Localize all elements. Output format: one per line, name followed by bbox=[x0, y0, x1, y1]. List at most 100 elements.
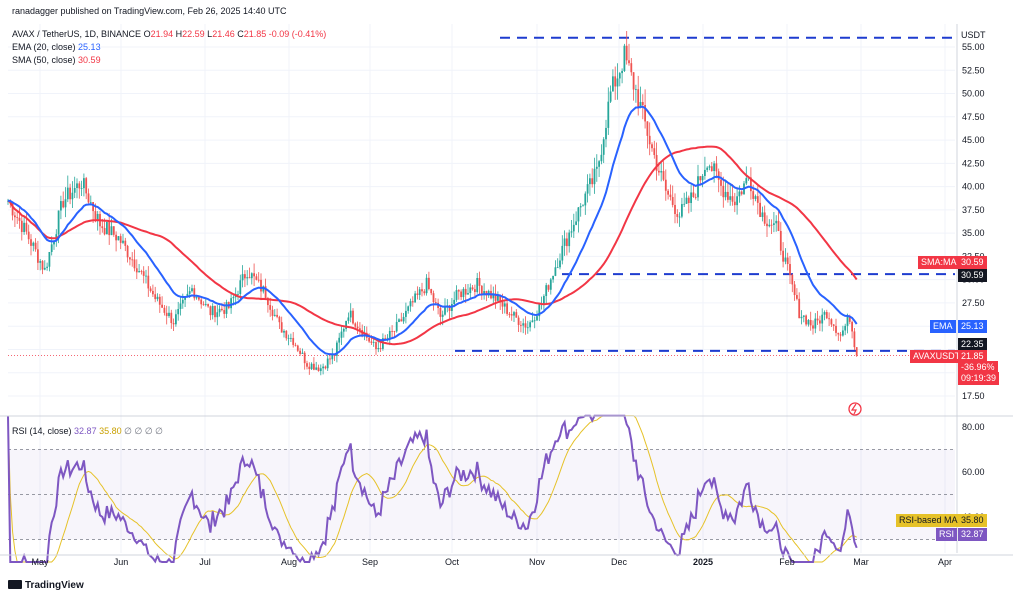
candle-body bbox=[370, 341, 373, 343]
candle-body bbox=[71, 192, 74, 200]
candle-body bbox=[710, 166, 713, 171]
candle-body bbox=[405, 310, 407, 317]
candle-body bbox=[536, 316, 538, 321]
candle-body bbox=[510, 314, 513, 316]
candle-body bbox=[87, 193, 90, 203]
candle-body bbox=[561, 245, 564, 261]
candle-body bbox=[485, 291, 488, 296]
candle-body bbox=[848, 316, 851, 322]
candle-body bbox=[635, 89, 637, 91]
candle-body bbox=[216, 312, 219, 318]
candle-body bbox=[591, 178, 594, 185]
candle-body bbox=[786, 257, 789, 265]
candle-body bbox=[39, 261, 42, 263]
ohlc-open: 21.94 bbox=[150, 29, 174, 39]
candle-body bbox=[549, 279, 552, 290]
candle-body bbox=[844, 325, 847, 331]
candle-body bbox=[708, 166, 711, 168]
candle-body bbox=[140, 271, 143, 272]
candle-body bbox=[471, 287, 474, 290]
candle-body bbox=[690, 192, 692, 204]
candle-body bbox=[352, 310, 354, 324]
candle-body bbox=[687, 197, 690, 204]
candle-body bbox=[474, 289, 476, 293]
flash-icon bbox=[848, 402, 862, 416]
candle-body bbox=[464, 288, 467, 295]
candle-body bbox=[48, 251, 51, 267]
currency-label[interactable]: USDT bbox=[958, 29, 989, 42]
candle-body bbox=[768, 224, 771, 227]
candle-body bbox=[793, 284, 796, 296]
candle-body bbox=[386, 337, 389, 339]
candle-body bbox=[280, 322, 283, 333]
candle-body bbox=[271, 309, 274, 316]
rsi-legend-extra: ∅ ∅ ∅ ∅ bbox=[124, 426, 164, 436]
candle-body bbox=[756, 196, 759, 203]
candle-body bbox=[538, 303, 541, 317]
candle-body bbox=[713, 163, 715, 171]
candle-body bbox=[704, 169, 706, 176]
candle-body bbox=[154, 294, 157, 300]
candle-body bbox=[326, 358, 329, 369]
candle-body bbox=[678, 216, 681, 218]
candle-body bbox=[586, 184, 589, 194]
price-tick-label: 27.50 bbox=[962, 298, 985, 308]
candle-body bbox=[411, 301, 414, 303]
candle-body bbox=[283, 330, 285, 333]
candle-body bbox=[391, 330, 393, 332]
candle-body bbox=[605, 127, 607, 140]
candle-body bbox=[221, 308, 223, 311]
price-tag-change: -36.96% bbox=[958, 361, 998, 374]
sma-legend[interactable]: SMA (50, close) 30.59 bbox=[12, 55, 101, 65]
candle-body bbox=[124, 240, 127, 246]
candle-body bbox=[244, 274, 246, 279]
candle-body bbox=[568, 232, 571, 247]
candle-body bbox=[195, 297, 198, 299]
candle-body bbox=[306, 363, 308, 367]
ohlc-close-label: C bbox=[237, 29, 244, 39]
candle-body bbox=[729, 196, 732, 200]
candle-body bbox=[731, 196, 734, 202]
candle-body bbox=[110, 226, 113, 236]
candle-body bbox=[738, 191, 741, 197]
symbol-legend[interactable]: AVAX / TetherUS, 1D, BINANCE O21.94 H22.… bbox=[12, 29, 326, 39]
candle-body bbox=[292, 337, 295, 345]
rsi-legend[interactable]: RSI (14, close) 32.87 35.80 ∅ ∅ ∅ ∅ bbox=[12, 426, 163, 437]
price-tick-label: 35.00 bbox=[962, 228, 985, 238]
candle-body bbox=[184, 296, 186, 300]
time-tick-label: May bbox=[31, 557, 49, 567]
candle-body bbox=[552, 275, 554, 280]
candle-body bbox=[543, 296, 545, 304]
candle-body bbox=[372, 342, 375, 343]
candle-body bbox=[837, 332, 840, 335]
level-bottom-tag: 22.35 bbox=[958, 338, 987, 351]
candle-body bbox=[237, 294, 239, 295]
ema-legend[interactable]: EMA (20, close) 25.13 bbox=[12, 42, 101, 52]
candle-body bbox=[720, 179, 722, 186]
candle-body bbox=[149, 288, 152, 291]
candle-body bbox=[322, 366, 324, 369]
candle-body bbox=[175, 314, 177, 325]
candle-body bbox=[701, 175, 704, 181]
candle-body bbox=[623, 45, 626, 71]
candle-body bbox=[499, 295, 502, 302]
candle-body bbox=[177, 309, 180, 315]
candle-body bbox=[416, 293, 419, 295]
candle-body bbox=[313, 363, 315, 370]
candle-body bbox=[336, 342, 338, 356]
candle-body bbox=[637, 89, 640, 107]
time-tick-label: Feb bbox=[779, 557, 795, 567]
rsi-ma-tag-value: 35.80 bbox=[958, 514, 987, 527]
candle-body bbox=[832, 324, 835, 326]
candle-body bbox=[724, 191, 727, 198]
candle-body bbox=[299, 350, 301, 354]
ohlc-change: -0.09 (-0.41%) bbox=[268, 29, 327, 39]
candle-body bbox=[319, 368, 322, 372]
candle-body bbox=[241, 274, 244, 281]
candle-body bbox=[483, 291, 485, 295]
candle-body bbox=[122, 240, 124, 243]
time-tick-label: Dec bbox=[611, 557, 628, 567]
tradingview-logo[interactable]: TradingView bbox=[8, 580, 84, 591]
candle-body bbox=[57, 210, 60, 235]
